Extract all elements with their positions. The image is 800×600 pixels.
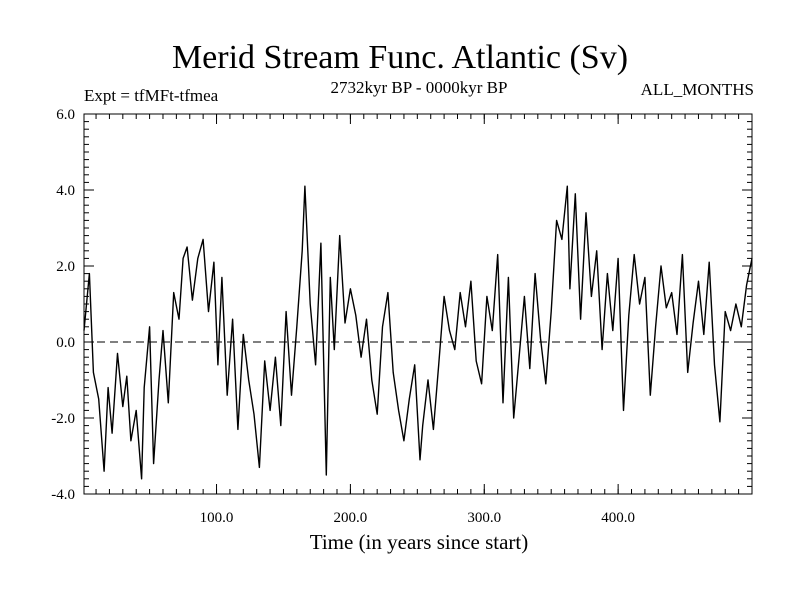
time-range-label: 2732kyr BP - 0000kyr BP	[330, 78, 508, 97]
major-ticks	[84, 113, 752, 495]
y-tick-label: -2.0	[51, 411, 75, 427]
plot-frame	[83, 113, 753, 495]
minor-ticks	[84, 114, 752, 494]
x-tick-label: 100.0	[200, 510, 234, 526]
y-tick-label: -4.0	[51, 487, 75, 503]
y-tick-label: 2.0	[56, 259, 75, 275]
series-line	[83, 185, 753, 480]
chart-title: Merid Stream Func. Atlantic (Sv)	[171, 39, 629, 76]
y-tick-label: 4.0	[56, 183, 75, 199]
experiment-label: Expt = tfMFt-tfmea	[84, 86, 219, 105]
x-axis-label: Time (in years since start)	[309, 530, 529, 554]
x-tick-label: 400.0	[601, 510, 635, 526]
x-tick-label: 300.0	[467, 510, 501, 526]
x-tick-label: 200.0	[334, 510, 368, 526]
months-label: ALL_MONTHS	[640, 80, 754, 99]
y-tick-label: 6.0	[56, 107, 75, 123]
x-tick-labels: 100.0 200.0 300.0 400.0	[200, 510, 635, 526]
y-tick-labels: -4.0 -2.0 0.0 2.0 4.0 6.0	[51, 107, 75, 503]
y-tick-label: 0.0	[56, 335, 75, 351]
